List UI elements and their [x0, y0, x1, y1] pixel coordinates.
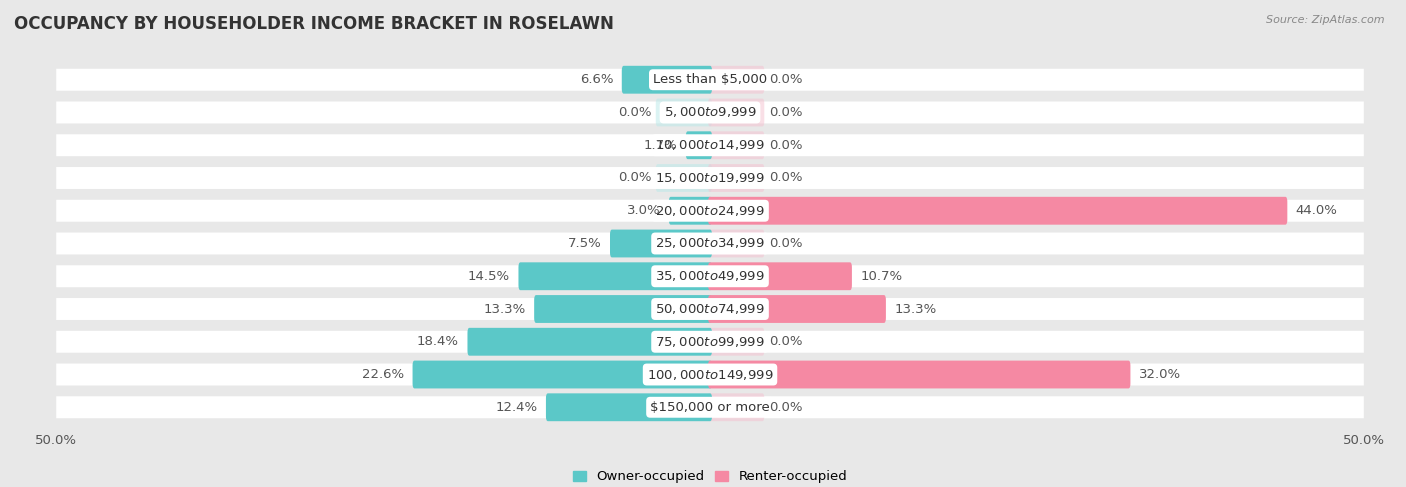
FancyBboxPatch shape	[56, 232, 1364, 255]
FancyBboxPatch shape	[709, 393, 765, 421]
FancyBboxPatch shape	[56, 167, 1364, 189]
Text: $15,000 to $19,999: $15,000 to $19,999	[655, 171, 765, 185]
FancyBboxPatch shape	[56, 363, 1364, 386]
Text: 0.0%: 0.0%	[617, 171, 651, 185]
Text: 0.0%: 0.0%	[769, 237, 803, 250]
Text: 0.0%: 0.0%	[617, 106, 651, 119]
FancyBboxPatch shape	[709, 197, 1288, 225]
Text: 13.3%: 13.3%	[894, 302, 936, 316]
FancyBboxPatch shape	[56, 298, 1364, 320]
FancyBboxPatch shape	[655, 98, 711, 127]
FancyBboxPatch shape	[610, 229, 711, 258]
FancyBboxPatch shape	[709, 328, 765, 356]
Text: 12.4%: 12.4%	[495, 401, 537, 414]
FancyBboxPatch shape	[709, 164, 765, 192]
Text: Source: ZipAtlas.com: Source: ZipAtlas.com	[1267, 15, 1385, 25]
FancyBboxPatch shape	[467, 328, 711, 356]
Text: 32.0%: 32.0%	[1139, 368, 1181, 381]
FancyBboxPatch shape	[709, 229, 765, 258]
FancyBboxPatch shape	[546, 393, 711, 421]
Text: $50,000 to $74,999: $50,000 to $74,999	[655, 302, 765, 316]
Text: 1.7%: 1.7%	[644, 139, 678, 152]
FancyBboxPatch shape	[709, 66, 765, 94]
FancyBboxPatch shape	[669, 197, 711, 225]
Text: 13.3%: 13.3%	[484, 302, 526, 316]
Text: $35,000 to $49,999: $35,000 to $49,999	[655, 269, 765, 283]
Text: 0.0%: 0.0%	[769, 139, 803, 152]
Text: 0.0%: 0.0%	[769, 73, 803, 86]
FancyBboxPatch shape	[534, 295, 711, 323]
FancyBboxPatch shape	[709, 98, 765, 127]
Text: $75,000 to $99,999: $75,000 to $99,999	[655, 335, 765, 349]
Text: $150,000 or more: $150,000 or more	[650, 401, 770, 414]
Text: 7.5%: 7.5%	[568, 237, 602, 250]
FancyBboxPatch shape	[56, 134, 1364, 156]
Text: $10,000 to $14,999: $10,000 to $14,999	[655, 138, 765, 152]
FancyBboxPatch shape	[56, 265, 1364, 287]
FancyBboxPatch shape	[56, 396, 1364, 418]
Text: 18.4%: 18.4%	[418, 335, 458, 348]
FancyBboxPatch shape	[56, 69, 1364, 91]
Text: 10.7%: 10.7%	[860, 270, 903, 283]
Text: 6.6%: 6.6%	[579, 73, 613, 86]
Text: 14.5%: 14.5%	[468, 270, 510, 283]
Text: 3.0%: 3.0%	[627, 204, 661, 217]
FancyBboxPatch shape	[709, 295, 886, 323]
Text: OCCUPANCY BY HOUSEHOLDER INCOME BRACKET IN ROSELAWN: OCCUPANCY BY HOUSEHOLDER INCOME BRACKET …	[14, 15, 614, 33]
Legend: Owner-occupied, Renter-occupied: Owner-occupied, Renter-occupied	[567, 465, 853, 487]
Text: 0.0%: 0.0%	[769, 106, 803, 119]
FancyBboxPatch shape	[621, 66, 711, 94]
Text: $20,000 to $24,999: $20,000 to $24,999	[655, 204, 765, 218]
FancyBboxPatch shape	[56, 101, 1364, 124]
Text: $5,000 to $9,999: $5,000 to $9,999	[664, 106, 756, 119]
Text: $25,000 to $34,999: $25,000 to $34,999	[655, 237, 765, 250]
FancyBboxPatch shape	[56, 200, 1364, 222]
FancyBboxPatch shape	[709, 262, 852, 290]
Text: 22.6%: 22.6%	[361, 368, 404, 381]
Text: 0.0%: 0.0%	[769, 401, 803, 414]
Text: 0.0%: 0.0%	[769, 171, 803, 185]
FancyBboxPatch shape	[709, 360, 1130, 389]
Text: $100,000 to $149,999: $100,000 to $149,999	[647, 368, 773, 381]
FancyBboxPatch shape	[686, 131, 711, 159]
Text: 44.0%: 44.0%	[1296, 204, 1337, 217]
FancyBboxPatch shape	[412, 360, 711, 389]
FancyBboxPatch shape	[655, 164, 711, 192]
FancyBboxPatch shape	[709, 131, 765, 159]
Text: 0.0%: 0.0%	[769, 335, 803, 348]
FancyBboxPatch shape	[519, 262, 711, 290]
FancyBboxPatch shape	[56, 331, 1364, 353]
Text: Less than $5,000: Less than $5,000	[652, 73, 768, 86]
